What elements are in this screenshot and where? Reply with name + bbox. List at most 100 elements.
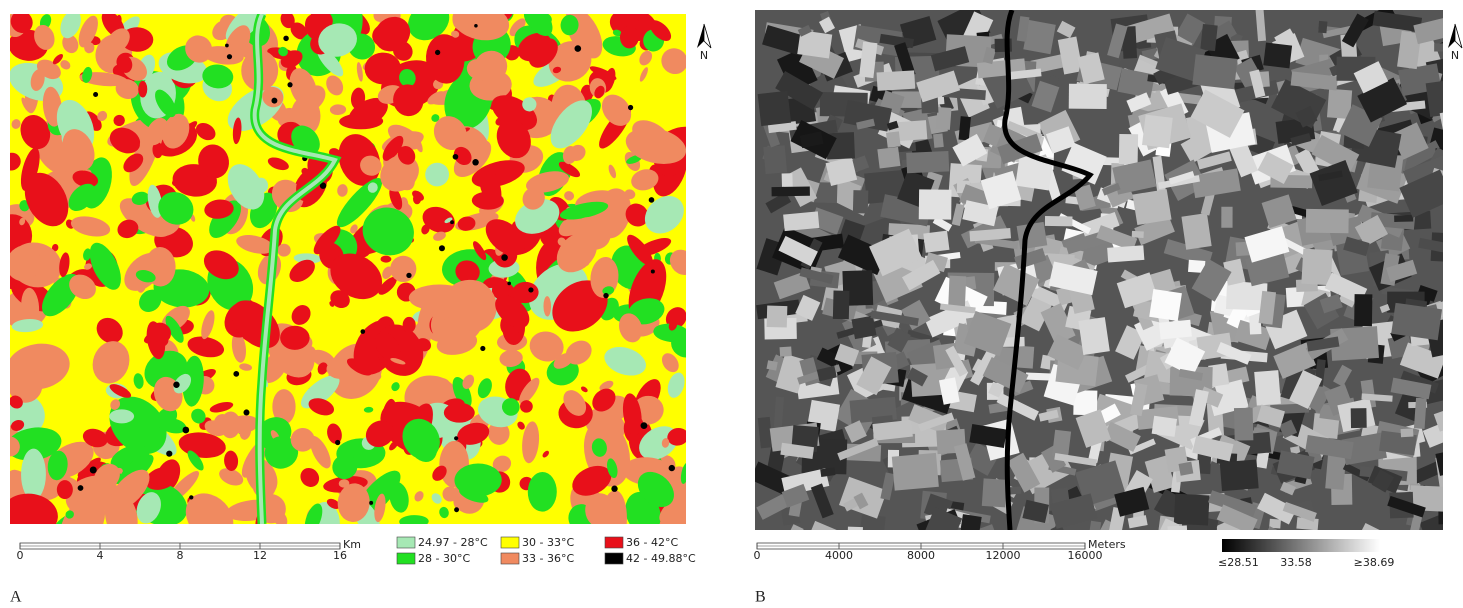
- land-patch: [1026, 372, 1052, 380]
- hot-spot: [287, 82, 292, 87]
- hot-spot: [182, 427, 189, 434]
- hot-spot: [649, 197, 655, 203]
- land-patch: [923, 231, 949, 253]
- land-patch: [1441, 101, 1463, 117]
- land-patch: [1401, 428, 1414, 437]
- hot-spot: [225, 44, 229, 48]
- legend-label: 42 - 49.88°C: [626, 552, 696, 565]
- land-patch: [780, 346, 792, 356]
- hot-spot: [189, 495, 193, 499]
- land-patch: [766, 360, 777, 370]
- hot-spot: [575, 45, 582, 52]
- land-patch: [758, 91, 791, 126]
- panel-label: B: [755, 589, 766, 606]
- north-arrow: [1455, 24, 1462, 48]
- temperature-gray-map: [750, 2, 1463, 567]
- hot-spot: [603, 293, 608, 298]
- land-patch: [767, 306, 788, 328]
- hot-spot: [93, 92, 98, 97]
- north-arrow: [697, 24, 704, 48]
- hot-spot: [227, 54, 232, 59]
- land-patch: [57, 480, 73, 499]
- land-patch: [1181, 213, 1211, 250]
- land-patch: [1149, 289, 1182, 321]
- land-patch: [1192, 54, 1237, 89]
- hot-spot: [406, 273, 411, 278]
- land-patch: [1426, 80, 1454, 117]
- scale-unit: Meters: [1088, 538, 1126, 551]
- north-label: N: [700, 49, 708, 62]
- land-patch: [109, 409, 134, 423]
- legend-swatch: [397, 537, 415, 548]
- legend-swatch: [397, 553, 415, 564]
- hot-spot: [453, 154, 459, 160]
- scale-unit: Km: [343, 538, 361, 551]
- land-patch: [1132, 231, 1144, 238]
- land-patch: [1394, 215, 1413, 222]
- land-patch: [877, 147, 900, 169]
- land-patch: [853, 190, 868, 213]
- legend-swatch: [605, 553, 623, 564]
- land-patch: [1414, 398, 1427, 429]
- scale-label: 4: [97, 549, 104, 562]
- land-patch: [1167, 525, 1187, 535]
- hot-spot: [450, 220, 454, 224]
- scale-label: 12: [253, 549, 267, 562]
- scale-label: 0: [754, 549, 761, 562]
- land-patch: [1391, 303, 1442, 340]
- land-patch: [280, 326, 310, 350]
- legend-swatch: [501, 537, 519, 548]
- land-patch: [886, 131, 901, 147]
- land-patch: [1119, 134, 1138, 164]
- land-patch: [1442, 298, 1463, 318]
- land-patch: [1234, 408, 1253, 441]
- hot-spot: [166, 451, 172, 457]
- land-patch: [1254, 370, 1281, 405]
- land-patch: [906, 151, 949, 173]
- land-patch: [1179, 462, 1194, 476]
- land-patch: [1306, 209, 1349, 233]
- land-patch: [982, 478, 1007, 507]
- land-patch: [892, 453, 939, 491]
- hot-spot: [233, 371, 239, 377]
- hot-spot: [369, 501, 373, 505]
- land-patch: [783, 211, 819, 231]
- land-patch: [1263, 43, 1292, 69]
- north-arrow: [1448, 24, 1455, 48]
- land-patch: [1152, 416, 1177, 437]
- land-patch: [444, 403, 475, 423]
- land-patch: [1107, 245, 1144, 262]
- scale-label: 4000: [825, 549, 853, 562]
- hot-spot: [611, 486, 617, 492]
- land-patch: [833, 291, 850, 320]
- land-patch: [1069, 84, 1107, 109]
- land-patch: [1221, 207, 1232, 228]
- land-patch: [860, 514, 885, 533]
- hot-spot: [472, 159, 478, 165]
- hot-spot: [628, 105, 633, 110]
- land-patch: [1200, 24, 1217, 51]
- land-patch: [1325, 455, 1346, 490]
- land-patch: [933, 133, 944, 147]
- land-patch: [1159, 320, 1192, 340]
- hot-spot: [78, 485, 84, 491]
- land-patch: [1045, 216, 1073, 226]
- figure: A B NN0481216Km0400080001200016000Meters…: [0, 0, 1463, 608]
- legend-label: 24.97 - 28°C: [418, 536, 488, 549]
- land-patch: [782, 173, 793, 187]
- scale-label: 0: [17, 549, 24, 562]
- hot-spot: [454, 436, 458, 440]
- land-patch: [772, 187, 810, 197]
- legend-label: 30 - 33°C: [522, 536, 574, 549]
- land-patch: [1351, 408, 1367, 428]
- hot-spot: [360, 329, 365, 334]
- land-patch: [851, 316, 876, 340]
- land-patch: [848, 527, 863, 539]
- hot-spot: [480, 346, 485, 351]
- hot-spot: [243, 409, 249, 415]
- hot-spot: [90, 467, 97, 474]
- legend-swatch: [605, 537, 623, 548]
- land-patch: [763, 145, 787, 174]
- hot-spot: [507, 282, 511, 286]
- legend-label: 36 - 42°C: [626, 536, 678, 549]
